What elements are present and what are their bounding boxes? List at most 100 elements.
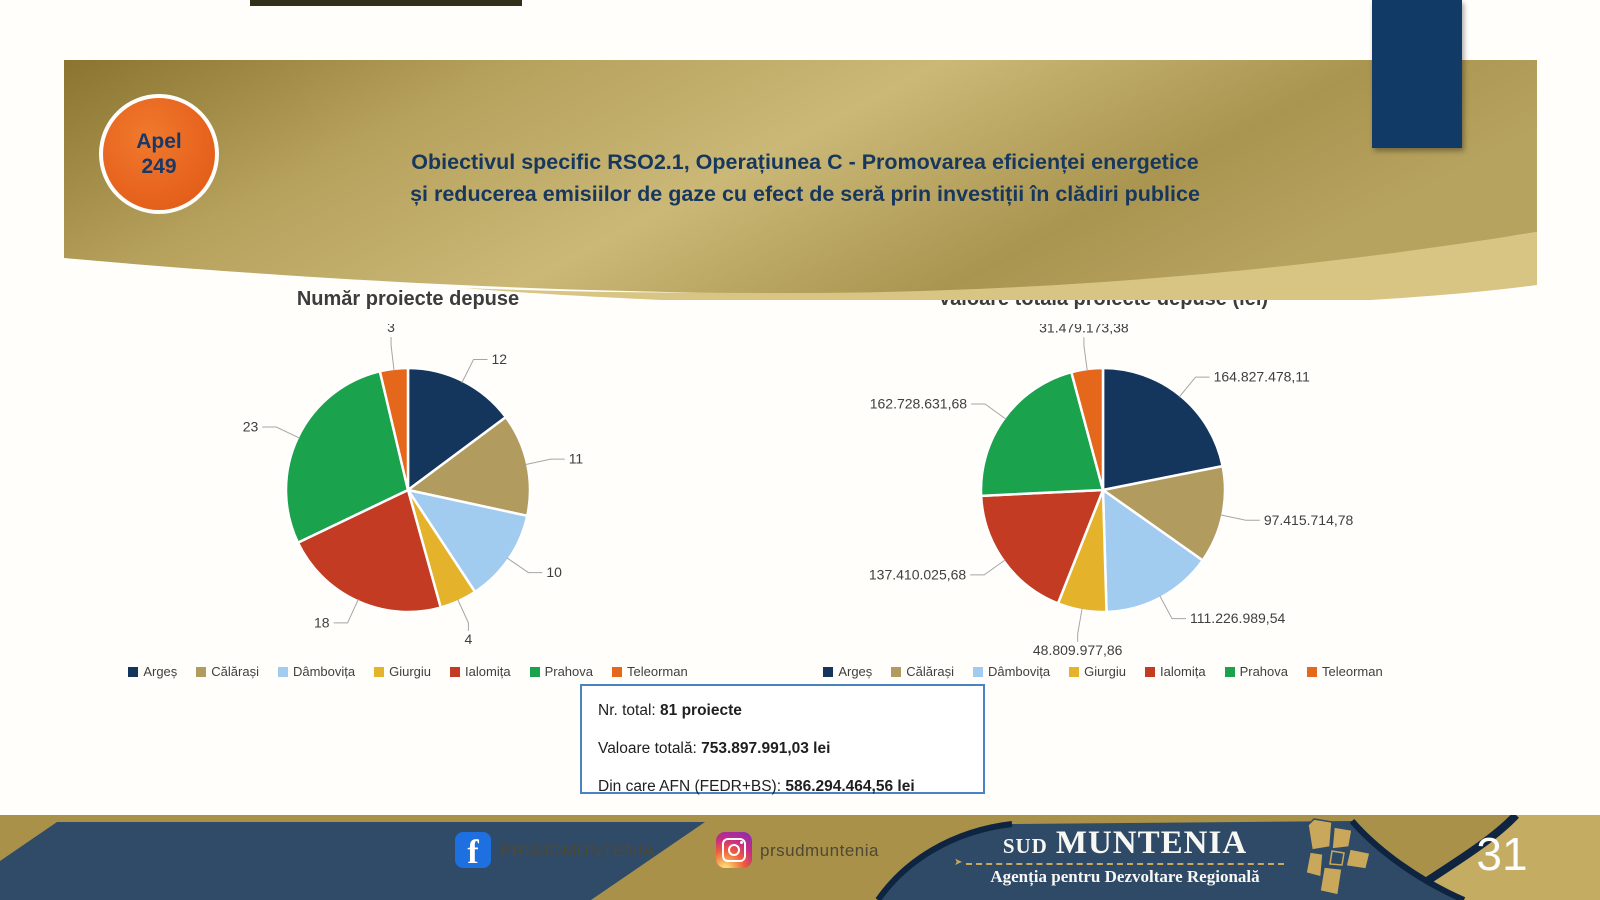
summary-value: 753.897.991,03 lei bbox=[701, 740, 831, 757]
legend-item-Prahova: Prahova bbox=[1224, 664, 1288, 679]
legend-swatch bbox=[128, 666, 139, 677]
logo-subtitle: Agenția pentru Dezvoltare Regională bbox=[990, 867, 1260, 886]
legend-label: Teleorman bbox=[626, 664, 688, 679]
legend-label: Teleorman bbox=[1321, 664, 1383, 679]
footer-bar: f PRSUDMUNTENIA prsudmuntenia SUD MUNTENI… bbox=[0, 815, 1600, 900]
legend-swatch bbox=[277, 666, 288, 677]
summary-row-total-value: Valoare totală: 753.897.991,03 lei bbox=[598, 730, 967, 768]
logo-title: SUD MUNTENIA bbox=[960, 825, 1290, 862]
legend-item-Teleorman: Teleorman bbox=[1306, 664, 1383, 679]
pie-label-leader-line bbox=[525, 458, 565, 466]
legend-swatch bbox=[196, 666, 207, 677]
legend-swatch bbox=[1224, 666, 1235, 677]
legend-label: Dâmbovița bbox=[987, 664, 1051, 679]
legend-item-Teleorman: Teleorman bbox=[611, 664, 688, 679]
legend-item-Călărași: Călărași bbox=[891, 664, 954, 679]
footer-navy-band-edge-right bbox=[1349, 819, 1466, 900]
summary-label: Valoare totală: bbox=[598, 740, 702, 757]
summary-label: Nr. total: bbox=[598, 702, 661, 719]
pie-label-leader-line bbox=[1083, 337, 1088, 372]
apel-badge: Apel 249 bbox=[99, 94, 219, 214]
instagram-handle: prsudmuntenia bbox=[760, 841, 879, 860]
pie-label-Teleorman: 3 bbox=[387, 324, 395, 335]
footer-navy-band-edge-left bbox=[875, 821, 1013, 900]
legend-label: Argeș bbox=[143, 664, 178, 679]
pie-label-Ialomița: 18 bbox=[314, 614, 330, 630]
legend-swatch bbox=[891, 666, 902, 677]
pie-label-Călărași: 11 bbox=[569, 451, 584, 467]
instagram-icon bbox=[716, 832, 752, 868]
summary-label: Din care AFN (FEDR+BS): bbox=[598, 778, 786, 795]
legend-item-Călărași: Călărași bbox=[196, 664, 259, 679]
legend-label: Ialomița bbox=[465, 664, 511, 679]
chart-numar-proiecte: Număr proiecte depuse 12 11 10 4 18 23 3 Argeș… bbox=[128, 288, 688, 679]
pie-label-Ialomița: 137.410.025,68 bbox=[869, 566, 967, 582]
instagram-camera-glyph bbox=[722, 838, 746, 862]
facebook-icon: f bbox=[455, 832, 491, 868]
pie-label-leader-line bbox=[1077, 608, 1083, 642]
summary-value: 81 proiecte bbox=[660, 702, 742, 719]
legend-swatch bbox=[1306, 666, 1317, 677]
pie-label-Prahova: 162.728.631,68 bbox=[870, 395, 968, 411]
pie-label-leader-line bbox=[1159, 595, 1187, 620]
legend-item-Giurgiu: Giurgiu bbox=[374, 664, 431, 679]
legend-item-Giurgiu: Giurgiu bbox=[1069, 664, 1126, 679]
pie-label-Giurgiu: 4 bbox=[465, 631, 473, 647]
apel-badge-line2: 249 bbox=[141, 155, 177, 178]
footer-light-gold-corner bbox=[1398, 815, 1600, 900]
pie-label-Teleorman: 31.479.173,38 bbox=[1039, 324, 1129, 335]
legend-label: Dâmbovița bbox=[292, 664, 356, 679]
top-navy-rectangle bbox=[1372, 0, 1462, 148]
legend-label: Giurgiu bbox=[389, 664, 432, 679]
pie-label-leader-line bbox=[1178, 376, 1210, 398]
pie-label-Călărași: 97.415.714,78 bbox=[1264, 512, 1354, 528]
logo-name: MUNTENIA bbox=[1055, 825, 1248, 861]
legend-label: Călărași bbox=[906, 664, 954, 679]
legend-label: Argeș bbox=[838, 664, 873, 679]
slide-title-line2: și reducerea emisiilor de gaze cu efect … bbox=[410, 182, 1200, 206]
pie-label-leader-line bbox=[457, 599, 469, 631]
pie-label-Dâmbovița: 111.226.989,54 bbox=[1190, 610, 1285, 626]
chart-title-numar: Număr proiecte depuse bbox=[296, 288, 520, 310]
logo-prefix: SUD bbox=[1002, 834, 1048, 858]
chart-legend-valoare: Argeș Călărași Dâmbovița Giurgiu Ialomița Pra… bbox=[823, 664, 1383, 679]
pie-label-leader-line bbox=[390, 336, 395, 371]
legend-item-Prahova: Prahova bbox=[529, 664, 593, 679]
slide-title: Obiectivul specific RSO2.1, Operațiunea … bbox=[340, 146, 1270, 210]
chart-legend-numar: Argeș Călărași Dâmbovița Giurgiu Ialomița Pra… bbox=[128, 664, 688, 679]
pie-label-leader-line bbox=[970, 559, 1006, 576]
legend-item-Argeș: Argeș bbox=[128, 664, 177, 679]
legend-label: Prahova bbox=[544, 664, 593, 679]
legend-label: Prahova bbox=[1239, 664, 1288, 679]
legend-item-Argeș: Argeș bbox=[823, 664, 872, 679]
sud-muntenia-logo: SUD MUNTENIA Agenția pentru Dezvoltare Re… bbox=[954, 825, 1290, 887]
pie-label-leader-line bbox=[262, 426, 300, 439]
legend-item-Dâmbovița: Dâmbovița bbox=[277, 664, 356, 679]
header-banner bbox=[64, 60, 1537, 300]
pie-label-Argeș: 12 bbox=[492, 351, 508, 367]
legend-label: Călărași bbox=[211, 664, 259, 679]
pie-label-leader-line bbox=[1220, 514, 1260, 521]
summary-value: 586.294.464,56 lei bbox=[785, 778, 915, 795]
legend-item-Ialomița: Ialomița bbox=[450, 664, 511, 679]
region-map-icon bbox=[1305, 818, 1371, 896]
pie-chart-numar-proiecte: 12 11 10 4 18 23 3 bbox=[243, 324, 584, 647]
legend-item-Dâmbovița: Dâmbovița bbox=[972, 664, 1051, 679]
pie-label-Giurgiu: 48.809.977,86 bbox=[1033, 642, 1123, 658]
legend-swatch bbox=[1145, 666, 1156, 677]
pie-label-leader-line bbox=[461, 359, 488, 383]
legend-swatch bbox=[374, 666, 385, 677]
slide-title-line1: Obiectivul specific RSO2.1, Operațiunea … bbox=[411, 150, 1199, 174]
pie-label-Prahova: 23 bbox=[243, 419, 259, 435]
totals-summary-box: Nr. total: 81 proiecte Valoare totală: 7… bbox=[580, 684, 985, 795]
legend-swatch bbox=[529, 666, 540, 677]
page-number: 31 bbox=[1476, 828, 1528, 880]
facebook-handle: PRSUDMUNTENIA bbox=[500, 841, 655, 860]
pie-label-leader-line bbox=[333, 599, 359, 624]
pie-label-Dâmbovița: 10 bbox=[546, 564, 562, 580]
footer-left-parallelogram bbox=[0, 822, 705, 900]
legend-swatch bbox=[1069, 666, 1080, 677]
legend-item-Ialomița: Ialomița bbox=[1145, 664, 1206, 679]
pie-label-leader-line bbox=[971, 403, 1007, 420]
